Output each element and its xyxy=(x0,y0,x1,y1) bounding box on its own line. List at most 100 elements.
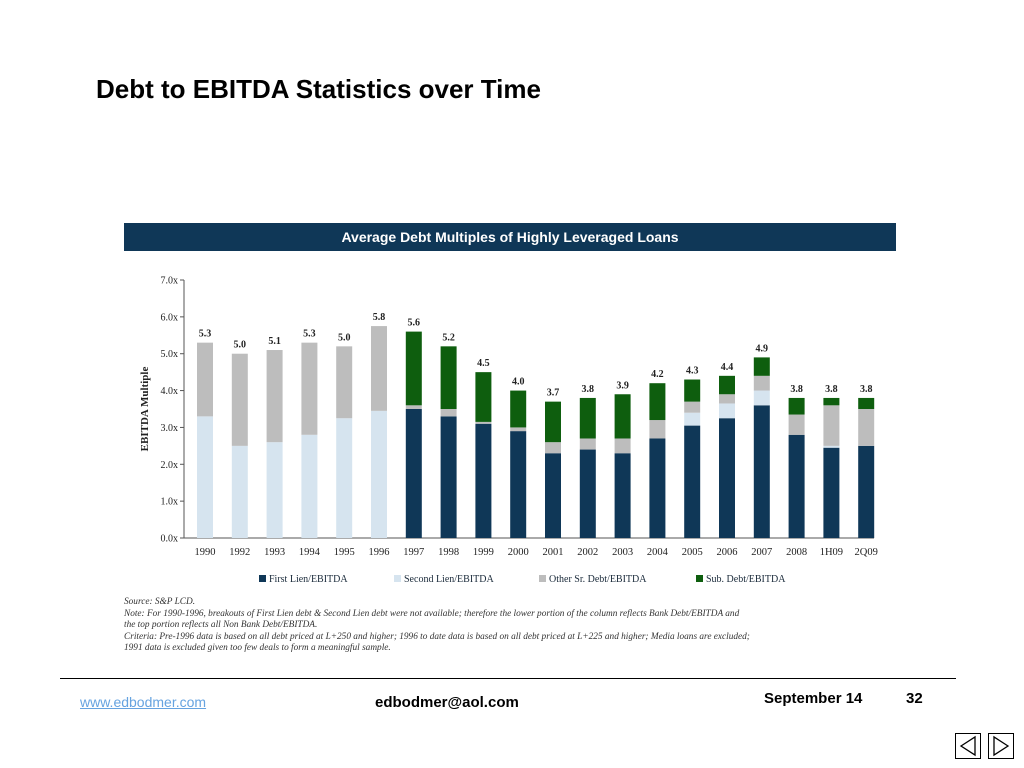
stacked-bar-chart: 0.0x 1.0x 2.0x 3.0x 4.0x 5.0x 6.0x 7.0x EBITDA M… xyxy=(139,276,878,559)
bar-total-label: 4.5 xyxy=(477,358,490,369)
note-source: Source: S&P LCD. xyxy=(124,597,196,607)
bar-segment-sub-debt-ebitda xyxy=(858,397,875,409)
bar-total-label: 5.0 xyxy=(338,332,351,343)
legend-swatch xyxy=(394,575,401,583)
bar-segment-sub-debt-ebitda xyxy=(510,390,527,428)
bar-total-label: 4.2 xyxy=(651,369,664,380)
bar-segment-first-lien-ebitda xyxy=(788,434,805,538)
bar-total-label: 3.8 xyxy=(582,384,595,395)
bar-segment-second-lien-ebitda xyxy=(684,412,701,426)
x-tick-label: 2007 xyxy=(751,547,772,558)
bar-segment-sub-debt-ebitda xyxy=(475,372,492,422)
x-tick-label: 1H09 xyxy=(820,547,843,558)
bar-segment-sub-debt-ebitda xyxy=(440,346,457,409)
legend-label: Other Sr. Debt/EBITDA xyxy=(549,574,647,585)
y-tick-label: 2.0x xyxy=(161,460,179,471)
bar-segment-other-sr-debt-ebitda xyxy=(266,350,283,443)
note-line-1: Note: For 1990-1996, breakouts of First … xyxy=(124,608,740,619)
chart-title: Average Debt Multiples of Highly Leverag… xyxy=(124,223,896,251)
bar-segment-sub-debt-ebitda xyxy=(684,379,701,402)
x-tick-label: 2003 xyxy=(612,547,633,558)
x-tick-label: 1992 xyxy=(229,547,250,558)
bar-segment-second-lien-ebitda xyxy=(301,434,318,538)
y-tick-label: 1.0x xyxy=(161,497,179,508)
footer-email: edbodmer@aol.com xyxy=(375,694,519,711)
bar-total-label: 5.1 xyxy=(268,336,281,347)
bar-total-label: 5.0 xyxy=(234,340,247,351)
y-tick-label: 0.0x xyxy=(161,534,179,545)
y-tick-label: 4.0x xyxy=(161,386,179,397)
bar-total-label: 3.7 xyxy=(547,388,560,399)
legend-item: First Lien/EBITDA xyxy=(259,574,348,585)
bar-total-label: 5.2 xyxy=(442,332,455,343)
footer-divider xyxy=(60,678,956,679)
legend-label: Second Lien/EBITDA xyxy=(404,574,494,585)
bar-total-label: 4.4 xyxy=(721,362,734,373)
bar-segment-first-lien-ebitda xyxy=(614,453,631,538)
legend-item: Other Sr. Debt/EBITDA xyxy=(539,574,647,585)
bar-total-label: 3.8 xyxy=(790,384,803,395)
bar-total-label: 4.3 xyxy=(686,366,699,377)
y-tick-label: 5.0x xyxy=(161,349,179,360)
bar-segment-other-sr-debt-ebitda xyxy=(684,401,701,413)
bar-segment-other-sr-debt-ebitda xyxy=(231,353,248,446)
website-link[interactable]: www.edbodmer.com xyxy=(80,694,207,710)
x-tick-label: 2004 xyxy=(647,547,669,558)
bar-segment-first-lien-ebitda xyxy=(719,418,735,538)
bar-total-label: 5.3 xyxy=(199,329,212,340)
bar-segment-sub-debt-ebitda xyxy=(614,394,631,439)
bar-total-label: 4.0 xyxy=(512,377,525,388)
legend-label: First Lien/EBITDA xyxy=(269,574,348,585)
bar-segment-first-lien-ebitda xyxy=(545,453,561,538)
x-tick-label: 1999 xyxy=(473,547,494,558)
bar-segment-second-lien-ebitda xyxy=(231,445,248,538)
y-tick-label: 3.0x xyxy=(161,423,179,434)
bar-segment-second-lien-ebitda xyxy=(197,416,213,538)
bar-total-label: 5.8 xyxy=(373,312,386,323)
bar-segment-sub-debt-ebitda xyxy=(823,397,840,406)
bar-segment-first-lien-ebitda xyxy=(649,438,666,538)
chart-legend: First Lien/EBITDA Second Lien/EBITDA Other… xyxy=(124,574,896,588)
bar-segment-other-sr-debt-ebitda xyxy=(579,438,596,450)
bar-segment-other-sr-debt-ebitda xyxy=(440,409,457,417)
legend-swatch xyxy=(539,575,546,583)
bar-segment-other-sr-debt-ebitda xyxy=(788,414,805,435)
y-axis-label: EBITDA Multiple xyxy=(139,367,151,452)
bar-segment-other-sr-debt-ebitda xyxy=(197,342,213,417)
bar-segment-other-sr-debt-ebitda xyxy=(475,421,492,424)
bar-segment-other-sr-debt-ebitda xyxy=(719,394,735,404)
bar-total-label: 3.8 xyxy=(825,384,838,395)
bar-segment-sub-debt-ebitda xyxy=(405,331,422,406)
previous-slide-button[interactable] xyxy=(955,733,981,759)
bar-total-label: 3.8 xyxy=(860,384,873,395)
y-tick-label: 7.0x xyxy=(161,276,179,287)
bar-segment-first-lien-ebitda xyxy=(440,416,457,538)
next-slide-button[interactable] xyxy=(988,733,1014,759)
x-tick-label: 1994 xyxy=(299,547,321,558)
bar-segment-second-lien-ebitda xyxy=(266,442,283,538)
bar-segment-first-lien-ebitda xyxy=(684,425,701,538)
x-tick-label: 2006 xyxy=(717,547,738,558)
bar-segment-sub-debt-ebitda xyxy=(753,357,770,376)
next-slide-icon xyxy=(993,735,1010,757)
bar-total-label: 4.9 xyxy=(756,343,769,354)
legend-swatch xyxy=(696,575,703,583)
x-tick-label: 2000 xyxy=(508,547,529,558)
bar-total-label: 5.6 xyxy=(408,318,421,329)
bar-segment-other-sr-debt-ebitda xyxy=(510,427,527,432)
x-tick-label: 1998 xyxy=(438,547,459,558)
bar-segment-sub-debt-ebitda xyxy=(788,397,805,415)
bar-segment-second-lien-ebitda xyxy=(719,403,735,419)
previous-slide-icon xyxy=(959,735,976,757)
bar-segment-first-lien-ebitda xyxy=(405,409,422,538)
bar-segment-first-lien-ebitda xyxy=(510,431,527,538)
bar-segment-other-sr-debt-ebitda xyxy=(301,342,318,435)
x-tick-label: 2008 xyxy=(786,547,807,558)
bar-segment-other-sr-debt-ebitda xyxy=(545,442,561,454)
bar-segment-other-sr-debt-ebitda xyxy=(614,438,631,454)
bar-segment-other-sr-debt-ebitda xyxy=(753,375,770,391)
bar-segment-sub-debt-ebitda xyxy=(579,397,596,439)
legend-item: Sub. Debt/EBITDA xyxy=(696,574,785,585)
bar-segment-first-lien-ebitda xyxy=(753,405,770,538)
bar-segment-other-sr-debt-ebitda xyxy=(823,405,840,446)
